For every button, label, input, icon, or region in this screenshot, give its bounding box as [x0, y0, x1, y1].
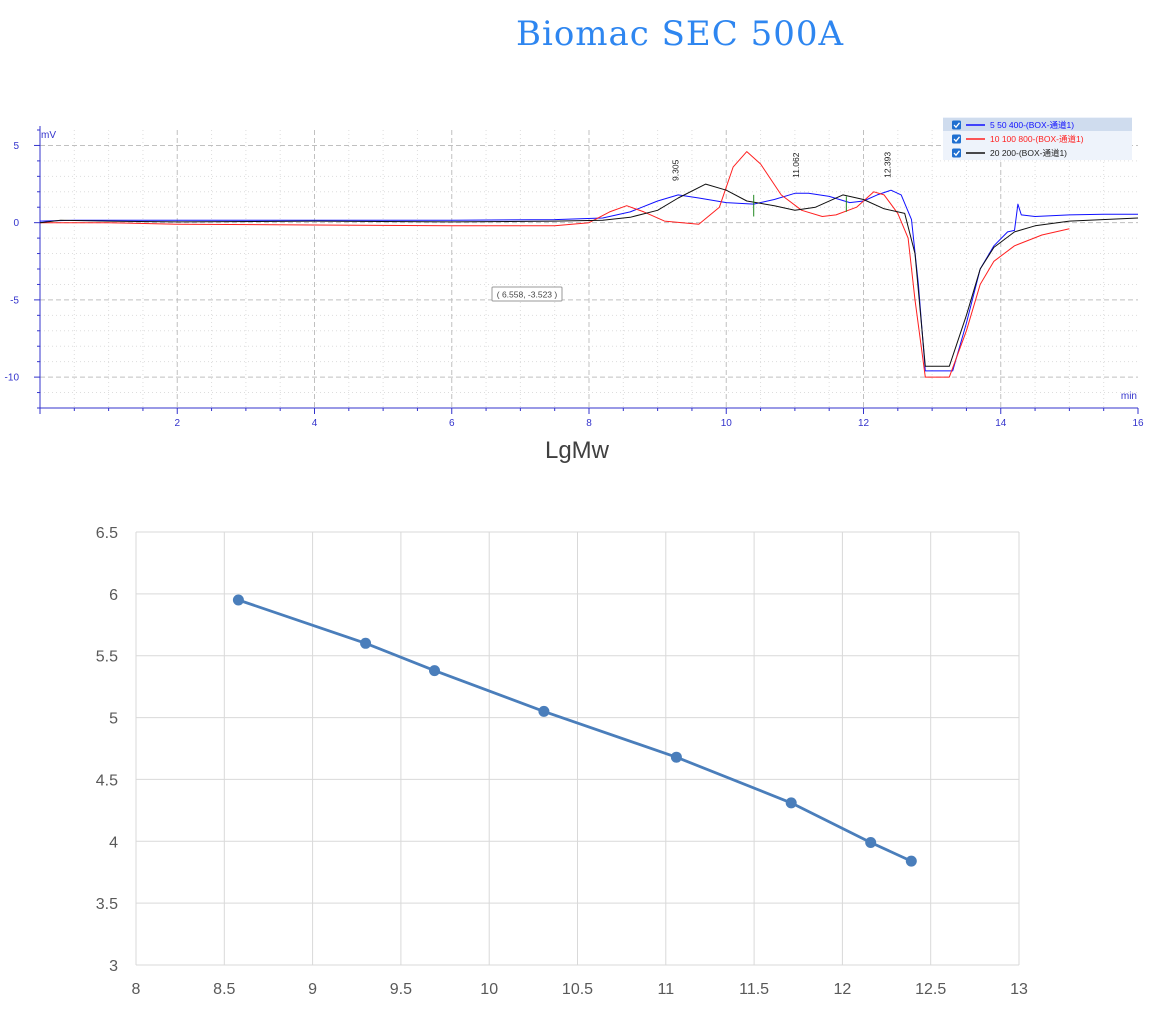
data-point [232, 594, 244, 606]
data-point [905, 855, 917, 867]
x-tick-label: 10.5 [562, 981, 593, 998]
chromatogram-chart[interactable]: 2 4 6 8 10 12 14 16 5 0 -5 -10 mV min 9.305 11.062 12.3… [0, 100, 1155, 430]
peak-label: 9.305 [671, 159, 681, 181]
y-tick-label: 0 [13, 218, 19, 229]
page-title: Biomac SEC 500A [515, 14, 845, 54]
x-tick-label: 4 [312, 418, 318, 429]
y-tick-label: 3.5 [96, 896, 118, 913]
data-point [865, 837, 877, 848]
cursor-readout: ( 6.558, -3.523 ) [491, 286, 563, 302]
check-icon [953, 150, 961, 157]
peak-labels: 9.305 11.062 12.393 [671, 152, 893, 181]
cursor-readout-text: ( 6.558, -3.523 ) [497, 290, 558, 300]
x-tick-label: 9 [308, 981, 317, 998]
x-axis-label: min [1121, 391, 1137, 402]
y-tick-label: 6 [109, 587, 118, 604]
x-tick-label: 14 [995, 418, 1007, 429]
chromatogram-legend: 5 50 400-(BOX-通道1) 10 100 800-(BOX-通道1) 20… [943, 117, 1132, 160]
data-point [670, 751, 682, 763]
calibration-title: LgMw [545, 437, 610, 464]
legend-checkbox[interactable] [952, 120, 961, 130]
calibration-series [232, 594, 917, 867]
legend-item-2[interactable]: 10 100 800-(BOX-通道1) [952, 134, 1084, 144]
x-tick-label: 11.5 [739, 981, 769, 998]
y-tick-label: -5 [10, 295, 19, 306]
y-tick-label: 5 [109, 711, 118, 728]
calibration-tick-labels: 8 8.5 9 9.5 10 10.5 11 11.5 12 12.5 13 6.5 6 5.5 5 4.5 4… [96, 525, 1028, 998]
legend-item-3[interactable]: 20 200-(BOX-通道1) [952, 148, 1067, 158]
chromatogram-series [39, 151, 1139, 378]
legend-highlight [943, 118, 1132, 131]
series-line-3 [39, 183, 1139, 367]
x-tick-label: 11 [657, 981, 674, 998]
x-tick-label: 12 [834, 981, 852, 998]
legend-label: 20 200-(BOX-通道1) [990, 148, 1067, 158]
x-tick-label: 6 [449, 418, 455, 429]
y-tick-label: 4 [109, 834, 118, 851]
peak-label: 11.062 [791, 152, 801, 178]
data-point [538, 705, 550, 717]
legend-label: 10 100 800-(BOX-通道1) [990, 134, 1084, 144]
check-icon [953, 122, 961, 129]
y-tick-label: 5 [13, 141, 19, 152]
y-tick-label: 4.5 [96, 772, 118, 789]
y-axis-label: mV [41, 130, 56, 141]
x-tick-label: 10 [480, 981, 498, 998]
chromatogram-axes: 2 4 6 8 10 12 14 16 5 0 -5 -10 mV min [5, 126, 1144, 429]
x-tick-label: 8 [132, 981, 141, 998]
x-tick-label: 2 [174, 418, 180, 429]
check-icon [953, 136, 961, 143]
series-line-2 [40, 151, 1070, 378]
chromatogram-grid [40, 130, 1138, 408]
x-tick-label: 8.5 [213, 981, 235, 998]
x-tick-label: 9.5 [390, 981, 412, 998]
series-line-1 [39, 189, 1138, 372]
data-point [360, 637, 372, 649]
y-tick-label: 3 [109, 958, 118, 975]
legend-checkbox[interactable] [952, 134, 961, 144]
x-tick-label: 10 [721, 418, 733, 429]
legend-checkbox[interactable] [952, 148, 961, 158]
calibration-chart: LgMw 8 8.5 9 9.5 10 10.5 11 11.5 12 12.5 13 6.5 6 5.5… [96, 437, 1028, 998]
y-tick-label: 5.5 [96, 649, 118, 666]
peak-label: 12.393 [882, 152, 892, 178]
y-tick-label: 6.5 [96, 525, 118, 542]
x-tick-label: 8 [586, 418, 592, 429]
x-tick-label: 12 [858, 418, 870, 429]
x-tick-label: 16 [1132, 418, 1144, 429]
calibration-line [236, 598, 913, 863]
data-point [429, 665, 440, 677]
legend-item-1[interactable]: 5 50 400-(BOX-通道1) [952, 120, 1074, 130]
x-tick-label: 13 [1010, 981, 1028, 998]
x-tick-label: 12.5 [915, 981, 946, 998]
calibration-grid [135, 531, 1020, 966]
legend-label: 5 50 400-(BOX-通道1) [990, 120, 1074, 130]
data-point [785, 797, 797, 809]
y-tick-label: -10 [5, 373, 20, 384]
